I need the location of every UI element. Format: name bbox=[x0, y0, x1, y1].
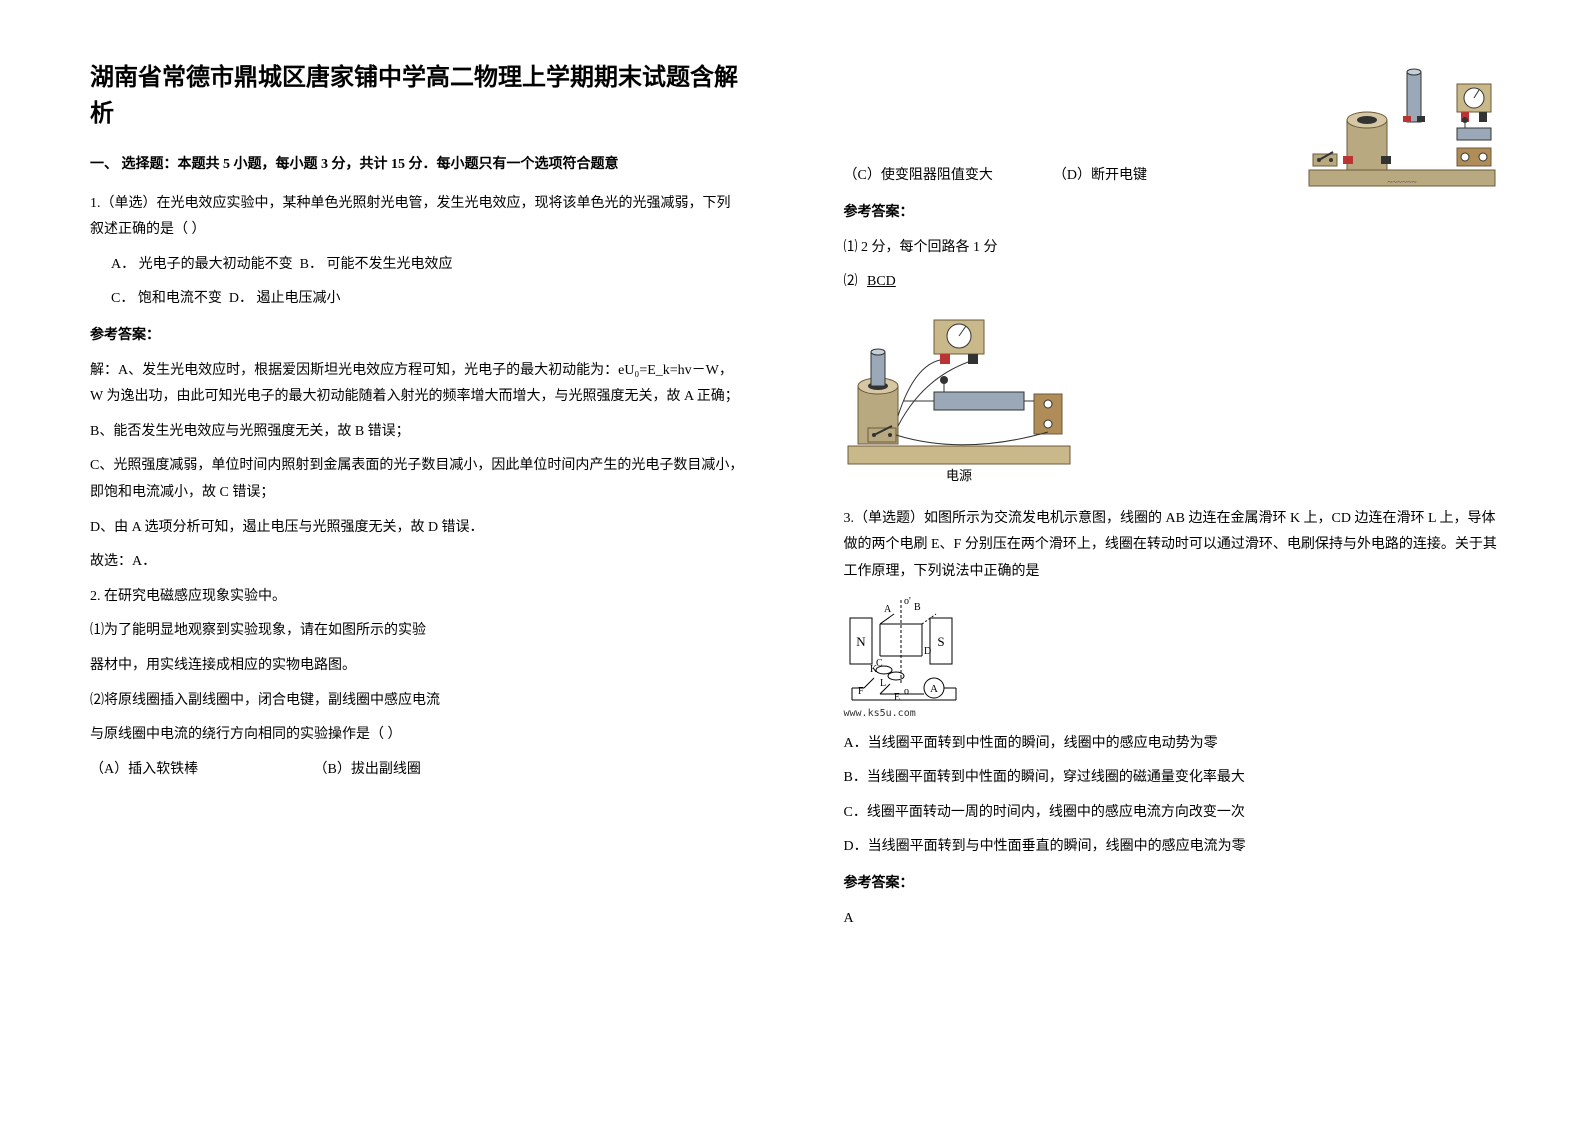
q2-answer-label: 参考答案： bbox=[844, 200, 1498, 227]
q2-options-cd: （C）使变阻器阻值变大 （D）断开电键 bbox=[844, 163, 1278, 190]
svg-text:A: A bbox=[930, 683, 938, 695]
svg-text:L: L bbox=[880, 678, 886, 689]
q1-sol-5: 故选：A． bbox=[90, 549, 744, 576]
generator-svg: N S A B D C o' o K L F bbox=[844, 594, 984, 704]
q1-options-ab: A． 光电子的最大初动能不变 B． 可能不发生光电效应 bbox=[90, 252, 744, 279]
q1-sol-1: 解：A、发生光电效应时，根据爱因斯坦光电效应方程可知，光电子的最大初动能为：eU… bbox=[90, 358, 744, 411]
q3-answer: A bbox=[844, 906, 1498, 933]
q3-opt-d: D．当线圈平面转到与中性面垂直的瞬间，线圈中的感应电流为零 bbox=[844, 834, 1498, 861]
svg-text:B: B bbox=[914, 602, 921, 613]
q1-sol-2: B、能否发生光电效应与光照强度无关，故 B 错误； bbox=[90, 419, 744, 446]
q3-opt-b: B．当线圈平面转到中性面的瞬间，穿过线圈的磁通量变化率最大 bbox=[844, 765, 1498, 792]
section-1-heading: 一、 选择题：本题共 5 小题，每小题 3 分，共计 15 分．每小题只有一个选… bbox=[90, 152, 744, 179]
q1-sol-3: C、光照强度减弱，单位时间内照射到金属表面的光子数目减小，因此单位时间内产生的光… bbox=[90, 453, 744, 506]
left-column: 湖南省常德市鼎城区唐家铺中学高二物理上学期期末试题含解析 一、 选择题：本题共 … bbox=[0, 0, 794, 1122]
q2-top-row: （C）使变阻器阻值变大 （D）断开电键 bbox=[844, 60, 1498, 190]
q2-opt-a: （A）插入软铁棒 bbox=[90, 757, 310, 784]
q1-opt-a: A． 光电子的最大初动能不变 bbox=[111, 257, 293, 272]
svg-text:o': o' bbox=[904, 596, 911, 607]
svg-text:S: S bbox=[937, 634, 944, 649]
circuit-lower-diagram: 电源 bbox=[844, 316, 1498, 486]
q1-options-cd: C． 饱和电流不变 D． 遏止电压减小 bbox=[90, 286, 744, 313]
apparatus-svg: ~~~~~~ bbox=[1307, 60, 1497, 190]
q2-opt-c: （C）使变阻器阻值变大 bbox=[844, 163, 993, 190]
q3-stem: 3.（单选题）如图所示为交流发电机示意图，线圈的 AB 边连在金属滑环 K 上，… bbox=[844, 506, 1498, 586]
q1-sol-4: D、由 A 选项分析可知，遏止电压与光照强度无关，故 D 错误． bbox=[90, 515, 744, 542]
q2-options-ab: （A）插入软铁棒 （B）拔出副线圈 bbox=[90, 757, 744, 784]
q1-stem: 1.（单选）在光电效应实验中，某种单色光照射光电管，发生光电效应，现将该单色光的… bbox=[90, 191, 744, 244]
generator-diagram: N S A B D C o' o K L F bbox=[844, 594, 1498, 723]
svg-text:A: A bbox=[884, 604, 892, 615]
circuit-apparatus-diagram: ~~~~~~ bbox=[1307, 60, 1497, 190]
q2-a2-answer: BCD bbox=[867, 274, 896, 289]
q2-p2: 器材中，用实线连接成相应的实物电路图。 bbox=[90, 653, 744, 680]
q1-opt-b: B． 可能不发生光电效应 bbox=[300, 257, 453, 272]
q2-answer-1: ⑴ 2 分，每个回路各 1 分 bbox=[844, 235, 1498, 262]
doc-title: 湖南省常德市鼎城区唐家铺中学高二物理上学期期末试题含解析 bbox=[90, 60, 744, 132]
battery-label: 电源 bbox=[945, 468, 971, 483]
svg-text:~~~~~~: ~~~~~~ bbox=[1387, 177, 1416, 187]
svg-text:N: N bbox=[856, 634, 866, 649]
q2-a2-prefix: ⑵ bbox=[844, 274, 858, 289]
q3-opt-c: C．线圈平面转动一周的时间内，线圈中的感应电流方向改变一次 bbox=[844, 800, 1498, 827]
svg-text:o: o bbox=[904, 686, 909, 697]
q2-opt-d: （D）断开电键 bbox=[1053, 163, 1147, 190]
q2-p1: ⑴为了能明显地观察到实验现象，请在如图所示的实验 bbox=[90, 618, 744, 645]
q2-opt-b: （B）拔出副线圈 bbox=[314, 762, 421, 777]
q3-answer-label: 参考答案： bbox=[844, 871, 1498, 898]
q2-p4: 与原线圈中电流的绕行方向相同的实验操作是（ ） bbox=[90, 722, 744, 749]
q1-answer-label: 参考答案： bbox=[90, 323, 744, 350]
source-url: www.ks5u.com bbox=[844, 704, 1498, 723]
q3-opt-a: A．当线圈平面转到中性面的瞬间，线圈中的感应电动势为零 bbox=[844, 731, 1498, 758]
q1-opt-c: C． 饱和电流不变 bbox=[111, 291, 222, 306]
right-column: （C）使变阻器阻值变大 （D）断开电键 bbox=[794, 0, 1587, 1122]
q2-p3: ⑵将原线圈插入副线圈中，闭合电键，副线圈中感应电流 bbox=[90, 688, 744, 715]
svg-text:D: D bbox=[924, 646, 931, 657]
svg-text:K: K bbox=[870, 664, 878, 675]
q2-stem: 2. 在研究电磁感应现象实验中。 bbox=[90, 584, 744, 611]
circuit-lower-svg: 电源 bbox=[844, 316, 1074, 486]
q2-answer-2: ⑵ BCD bbox=[844, 269, 1498, 296]
q1-opt-d: D． 遏止电压减小 bbox=[229, 291, 341, 306]
